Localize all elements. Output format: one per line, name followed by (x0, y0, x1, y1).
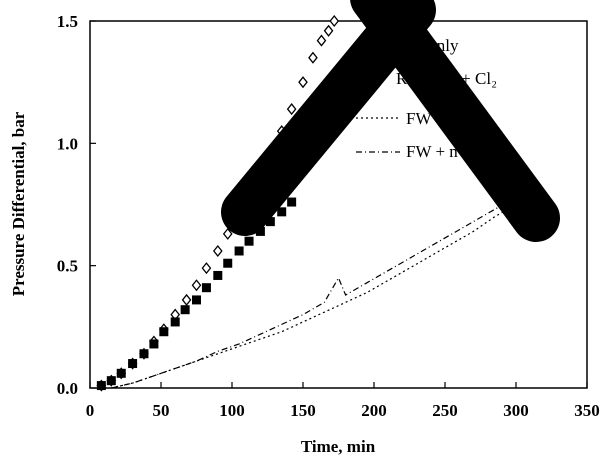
data-point-square (201, 283, 211, 293)
data-point-diamond (316, 34, 327, 47)
x-tick-label: 100 (219, 401, 245, 420)
data-point-square (116, 368, 126, 378)
series-4 (111, 196, 517, 389)
data-point-diamond (222, 227, 233, 240)
data-point-square (139, 349, 149, 359)
data-point-square (159, 327, 169, 337)
data-point-diamond (191, 279, 202, 292)
data-point-square (213, 270, 223, 280)
data-point-square (244, 236, 254, 246)
x-tick-label: 300 (503, 401, 529, 420)
data-point-diamond (308, 51, 318, 64)
x-mark-overlay (221, 0, 560, 242)
data-point-diamond (323, 24, 334, 37)
y-axis: 0.0 0.5 1.0 1.5 (57, 12, 96, 398)
x-tick-label: 200 (361, 401, 387, 420)
series-1 (96, 14, 340, 392)
data-point-square (287, 197, 297, 207)
data-point-square (128, 359, 138, 369)
data-point-square (106, 376, 116, 386)
x-tick-label: 150 (290, 401, 316, 420)
data-point-square (277, 207, 287, 217)
data-point-diamond (181, 293, 192, 306)
x-axis: 0 50 100 150 200 250 300 350 (86, 382, 600, 420)
x-mark-stroke-2 (350, 0, 560, 242)
y-tick-label: 0.0 (57, 379, 78, 398)
legend-label-3: FW (406, 109, 432, 128)
data-point-square (192, 295, 201, 305)
data-point-diamond (212, 244, 223, 258)
y-tick-label: 1.5 (57, 12, 78, 31)
data-point-diamond (201, 262, 212, 275)
data-point-square (180, 305, 190, 315)
series-4-line (111, 196, 517, 389)
x-axis-title: Time, min (301, 437, 376, 456)
x-tick-label: 250 (432, 401, 458, 420)
data-point-square (96, 381, 106, 391)
y-tick-label: 1.0 (57, 134, 78, 153)
series-2 (96, 197, 297, 391)
x-tick-label: 50 (153, 401, 170, 420)
data-point-square (149, 339, 159, 349)
data-point-diamond (298, 76, 308, 89)
data-point-square (255, 226, 265, 236)
data-point-diamond (286, 103, 297, 116)
data-point-square (234, 246, 244, 256)
data-point-square (265, 217, 275, 227)
x-tick-label: 0 (86, 401, 95, 420)
data-point-diamond (329, 14, 340, 28)
y-axis-title: Pressure Differential, bar (9, 111, 28, 296)
data-point-square (170, 317, 180, 327)
data-point-square (223, 258, 233, 268)
y-tick-label: 0.5 (57, 257, 78, 276)
x-tick-label: 350 (574, 401, 600, 420)
